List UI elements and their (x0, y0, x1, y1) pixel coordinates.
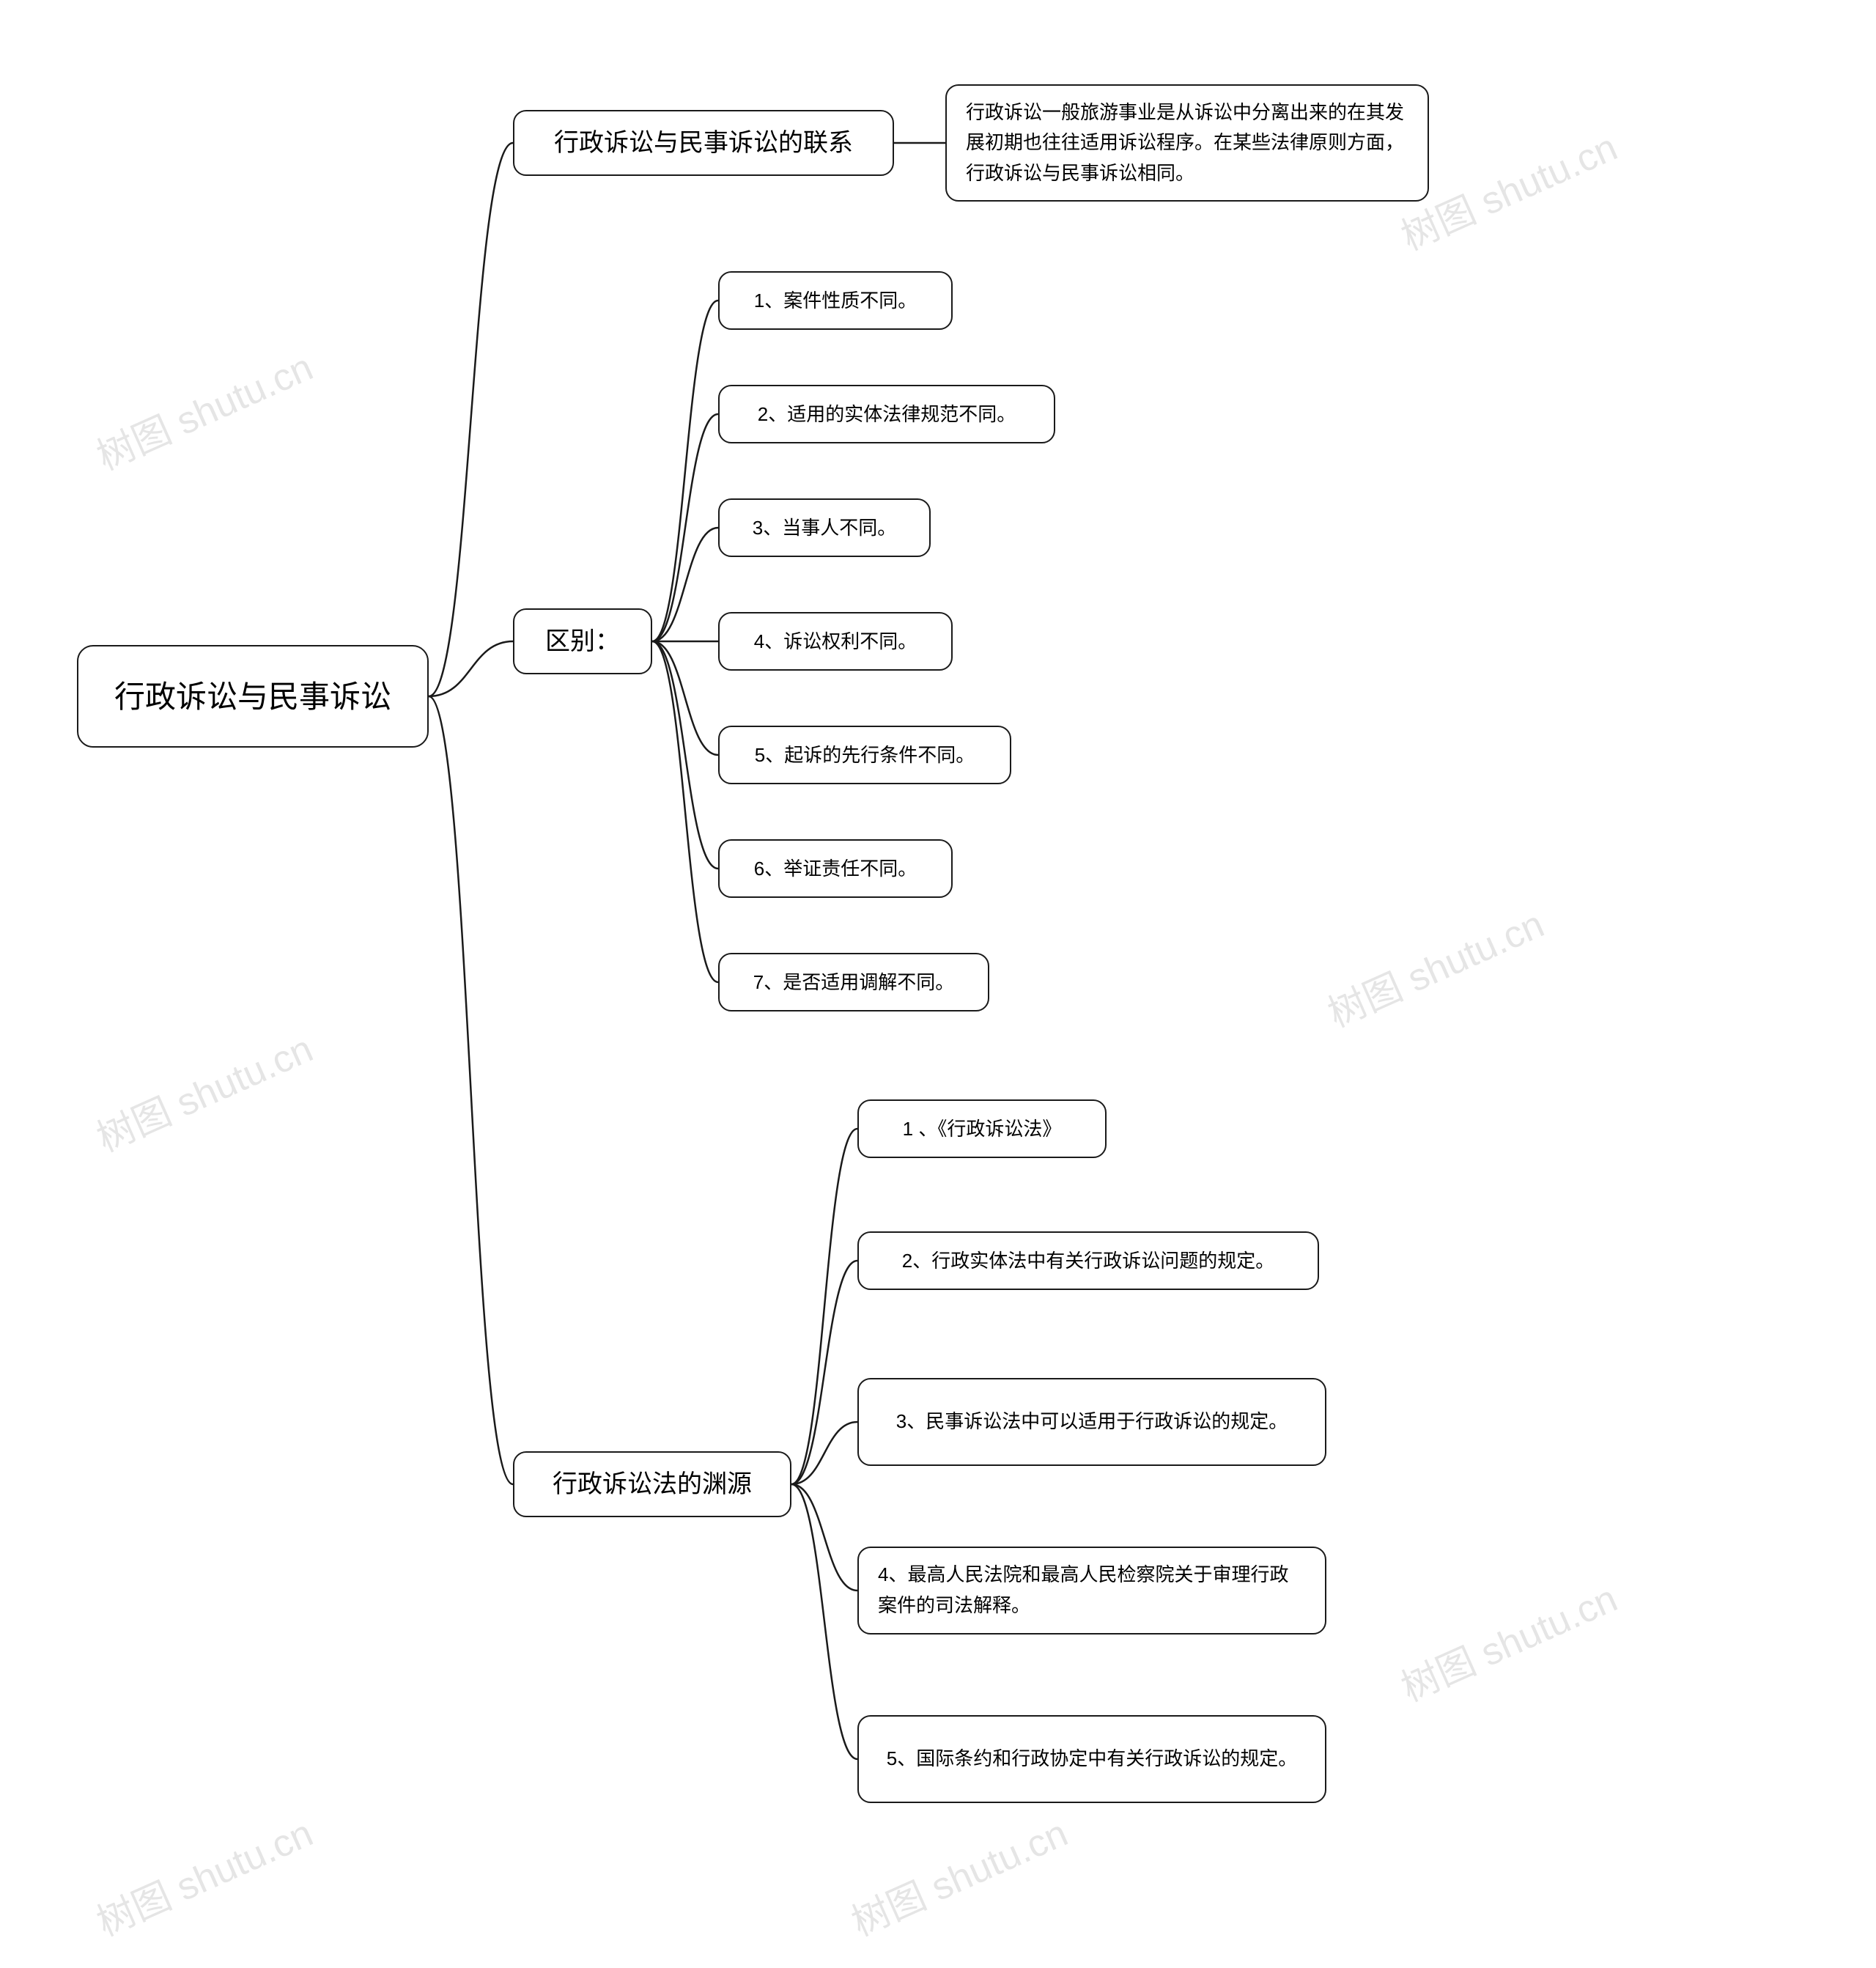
branch-label: 区别： (545, 623, 620, 660)
leaf-label: 5、起诉的先行条件不同。 (755, 741, 975, 770)
watermark: 树图 shutu.cn (86, 336, 320, 481)
watermark: 树图 shutu.cn (1318, 893, 1551, 1038)
leaf-label: 1、案件性质不同。 (754, 287, 917, 315)
root-node: 行政诉讼与民事诉讼 (77, 645, 429, 748)
watermark: 树图 shutu.cn (86, 1802, 320, 1947)
leaf-node: 5、国际条约和行政协定中有关行政诉讼的规定。 (857, 1715, 1326, 1803)
leaf-node: 4、最高人民法院和最高人民检察院关于审理行政案件的司法解释。 (857, 1547, 1326, 1635)
leaf-node: 1 、《行政诉讼法》 (857, 1099, 1107, 1158)
leaf-label: 4、诉讼权利不同。 (754, 627, 917, 656)
branch-node-relation: 行政诉讼与民事诉讼的联系 (513, 110, 894, 176)
leaf-label: 5、国际条约和行政协定中有关行政诉讼的规定。 (887, 1744, 1297, 1774)
leaf-node: 4、诉讼权利不同。 (718, 612, 953, 671)
leaf-node: 2、适用的实体法律规范不同。 (718, 385, 1055, 443)
leaf-label: 4、最高人民法院和最高人民检察院关于审理行政案件的司法解释。 (878, 1560, 1306, 1621)
leaf-label: 6、举证责任不同。 (754, 855, 917, 883)
leaf-node: 6、举证责任不同。 (718, 839, 953, 898)
leaf-node: 5、起诉的先行条件不同。 (718, 726, 1011, 784)
leaf-label: 3、当事人不同。 (753, 514, 896, 542)
leaf-label: 行政诉讼一般旅游事业是从诉讼中分离出来的在其发展初期也往往适用诉讼程序。在某些法… (966, 97, 1408, 189)
leaf-label: 7、是否适用调解不同。 (753, 968, 954, 997)
leaf-node: 2、行政实体法中有关行政诉讼问题的规定。 (857, 1231, 1319, 1290)
branch-node-sources: 行政诉讼法的渊源 (513, 1451, 791, 1517)
leaf-label: 1 、《行政诉讼法》 (903, 1115, 1062, 1143)
watermark: 树图 shutu.cn (1391, 1568, 1624, 1712)
leaf-node: 7、是否适用调解不同。 (718, 953, 989, 1011)
branch-label: 行政诉讼法的渊源 (553, 1466, 752, 1503)
leaf-node: 1、案件性质不同。 (718, 271, 953, 330)
watermark: 树图 shutu.cn (841, 1802, 1074, 1947)
root-label: 行政诉讼与民事诉讼 (114, 674, 391, 720)
branch-label: 行政诉讼与民事诉讼的联系 (554, 125, 853, 162)
watermark: 树图 shutu.cn (86, 1018, 320, 1162)
leaf-label: 3、民事诉讼法中可以适用于行政诉讼的规定。 (896, 1407, 1288, 1437)
leaf-node: 行政诉讼一般旅游事业是从诉讼中分离出来的在其发展初期也往往适用诉讼程序。在某些法… (945, 84, 1429, 202)
leaf-label: 2、行政实体法中有关行政诉讼问题的规定。 (902, 1247, 1274, 1275)
branch-node-difference: 区别： (513, 608, 652, 674)
leaf-node: 3、当事人不同。 (718, 498, 931, 557)
leaf-node: 3、民事诉讼法中可以适用于行政诉讼的规定。 (857, 1378, 1326, 1466)
leaf-label: 2、适用的实体法律规范不同。 (758, 400, 1016, 429)
mindmap-canvas: 树图 shutu.cn 树图 shutu.cn 树图 shutu.cn 树图 shut… (0, 0, 1876, 1968)
